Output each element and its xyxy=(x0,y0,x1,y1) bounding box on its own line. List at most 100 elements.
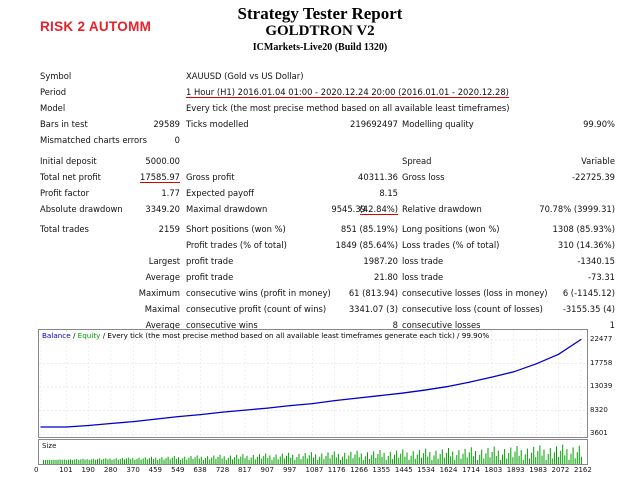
max-wins-label: consecutive wins (profit in money) xyxy=(186,288,331,298)
report-title: Strategy Tester Report xyxy=(237,4,403,23)
size-bar xyxy=(348,455,350,464)
size-bar xyxy=(165,458,167,464)
spread-value: Variable xyxy=(581,156,615,166)
size-bar xyxy=(477,460,479,464)
size-bar xyxy=(354,454,356,464)
legend-balance: Balance xyxy=(42,331,71,340)
size-bar xyxy=(389,451,391,464)
size-bar xyxy=(412,451,414,464)
size-bar xyxy=(92,458,94,464)
size-bar xyxy=(445,452,447,464)
grossprofit-value: 40311.36 xyxy=(358,172,398,182)
size-bar xyxy=(516,446,518,464)
size-bar xyxy=(279,456,281,464)
size-bar xyxy=(190,456,192,464)
size-bar xyxy=(427,456,429,464)
size-bar xyxy=(225,460,227,464)
balance-point xyxy=(177,415,179,418)
balance-point xyxy=(40,426,42,428)
chart-legend: Balance / Equity / Every tick (the most … xyxy=(42,331,489,340)
size-bar xyxy=(456,455,458,464)
size-bar xyxy=(541,455,543,464)
size-bar xyxy=(188,457,190,464)
size-bar xyxy=(88,460,90,464)
max-losses-label: consecutive losses (loss in money) xyxy=(402,288,548,298)
size-bar xyxy=(329,458,331,464)
model-value: Every tick (the most precise method base… xyxy=(186,103,510,113)
size-bar xyxy=(269,455,271,464)
avg-wins-label: consecutive wins xyxy=(186,320,258,330)
size-bar xyxy=(236,454,238,464)
size-bar xyxy=(531,452,533,464)
size-bar xyxy=(466,457,468,464)
size-bar xyxy=(529,458,530,464)
ptrades-value: 1849 (85.64%) xyxy=(335,240,398,250)
size-bar xyxy=(448,448,449,464)
balance-point xyxy=(513,371,515,373)
y-tick-label: 3601 xyxy=(590,429,608,437)
size-bar xyxy=(408,460,410,464)
size-bar xyxy=(404,456,406,464)
x-tick-label: 1266 xyxy=(350,466,369,474)
size-bar xyxy=(219,454,221,464)
size-bar xyxy=(178,457,179,464)
size-bar xyxy=(321,453,323,464)
size-bar xyxy=(111,460,113,464)
size-bar xyxy=(308,455,310,464)
size-bar xyxy=(250,457,252,464)
size-bar xyxy=(205,458,206,464)
y-tick-label: 8320 xyxy=(590,405,608,414)
size-bar xyxy=(475,451,476,464)
size-bar xyxy=(441,449,443,464)
size-bar xyxy=(356,450,358,464)
size-bar xyxy=(539,445,541,464)
mismatch-label: Mismatched charts errors xyxy=(40,135,147,145)
size-bar xyxy=(364,456,366,464)
size-bar xyxy=(410,455,412,464)
size-bar xyxy=(514,451,516,464)
size-bar xyxy=(547,454,549,464)
size-bar xyxy=(221,458,223,464)
size-bar xyxy=(227,457,229,464)
balance-point xyxy=(557,353,560,355)
size-bar xyxy=(215,459,217,464)
average-profit-value: 21.80 xyxy=(374,272,398,282)
size-bar xyxy=(151,456,152,464)
size-bar xyxy=(82,458,84,464)
size-bar xyxy=(234,457,236,464)
size-bar xyxy=(90,459,92,464)
size-bar xyxy=(315,454,317,464)
size-bar xyxy=(132,458,134,464)
balance-point xyxy=(110,422,112,425)
size-bar xyxy=(391,459,393,464)
balance-point xyxy=(535,363,537,365)
legend-equity: Equity xyxy=(77,331,101,340)
size-bar xyxy=(325,455,327,464)
size-bar xyxy=(184,456,186,464)
size-bar xyxy=(545,460,547,464)
size-bar xyxy=(344,452,346,464)
x-tick-label: 549 xyxy=(171,466,185,474)
size-bar xyxy=(319,456,321,464)
size-bar xyxy=(317,460,319,464)
trades-value: 2159 xyxy=(158,224,180,234)
size-bar xyxy=(526,448,528,464)
size-bar xyxy=(504,449,506,464)
balance-series-line xyxy=(41,338,582,428)
size-bar xyxy=(564,455,566,464)
size-bar xyxy=(144,457,146,464)
pf-value: 1.77 xyxy=(161,188,180,198)
size-bar xyxy=(263,456,265,464)
size-bar xyxy=(115,458,117,464)
period-label: Period xyxy=(40,87,67,97)
size-bar xyxy=(107,459,109,464)
size-bar xyxy=(182,458,184,464)
balance-point xyxy=(580,338,582,341)
average-loss-label: loss trade xyxy=(402,272,444,282)
y-tick-label: 22477 xyxy=(590,335,613,343)
x-tick-label: 1176 xyxy=(327,466,346,474)
balance-point xyxy=(468,381,470,383)
size-bar xyxy=(136,458,138,464)
size-bar xyxy=(290,457,292,464)
size-bar xyxy=(346,459,348,464)
